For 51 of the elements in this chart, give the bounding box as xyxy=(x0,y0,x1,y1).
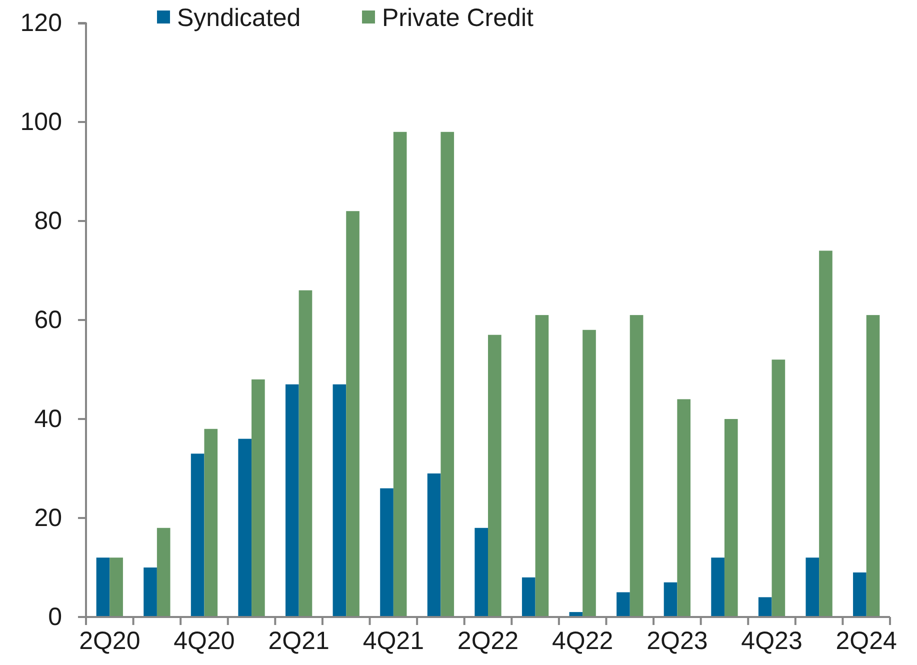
x-tick-label: 4Q23 xyxy=(741,626,802,655)
y-tick-label: 120 xyxy=(20,9,62,37)
bar xyxy=(110,558,123,617)
x-tick-label: 2Q21 xyxy=(268,626,330,655)
bar xyxy=(190,454,204,617)
bar xyxy=(286,384,299,617)
y-tick-label: 80 xyxy=(34,207,62,235)
bar xyxy=(156,528,170,617)
bar xyxy=(474,528,488,617)
x-tick-label: 4Q22 xyxy=(552,626,614,655)
bar xyxy=(440,132,454,617)
x-tick-label: 4Q20 xyxy=(174,626,235,655)
bar xyxy=(582,330,596,617)
bar xyxy=(711,558,724,617)
bar xyxy=(144,568,157,617)
bar xyxy=(380,488,394,617)
legend-label: Private Credit xyxy=(382,4,534,32)
bar xyxy=(488,334,502,617)
bar xyxy=(664,582,678,617)
x-tick-label: 2Q23 xyxy=(646,626,708,655)
bar xyxy=(819,250,832,617)
bar xyxy=(677,399,690,617)
y-tick-label: 20 xyxy=(34,504,62,532)
x-tick-label: 2Q20 xyxy=(79,626,140,655)
bar xyxy=(758,597,772,617)
bar xyxy=(252,379,265,617)
bar xyxy=(332,384,346,617)
y-tick-label: 40 xyxy=(34,405,62,433)
x-tick-label: 2Q24 xyxy=(836,626,898,655)
y-tick-label: 0 xyxy=(48,603,62,631)
bar xyxy=(298,290,312,617)
bar xyxy=(866,315,880,617)
bar xyxy=(427,473,441,617)
x-tick-label: 2Q22 xyxy=(457,626,519,655)
bar xyxy=(204,428,218,617)
bar xyxy=(346,211,360,617)
legend-label: Syndicated xyxy=(177,4,301,32)
bar xyxy=(616,592,630,617)
bar xyxy=(806,558,820,617)
y-tick-label: 100 xyxy=(20,108,62,136)
x-tick-label: 4Q21 xyxy=(362,626,424,655)
bar xyxy=(522,577,536,617)
bar xyxy=(630,315,644,617)
bar xyxy=(853,572,866,617)
y-tick-label: 60 xyxy=(34,306,62,334)
bar xyxy=(772,360,786,617)
bar xyxy=(724,419,738,617)
bar xyxy=(535,315,549,617)
bar xyxy=(393,132,407,617)
bar xyxy=(238,438,252,617)
bar xyxy=(96,558,110,617)
